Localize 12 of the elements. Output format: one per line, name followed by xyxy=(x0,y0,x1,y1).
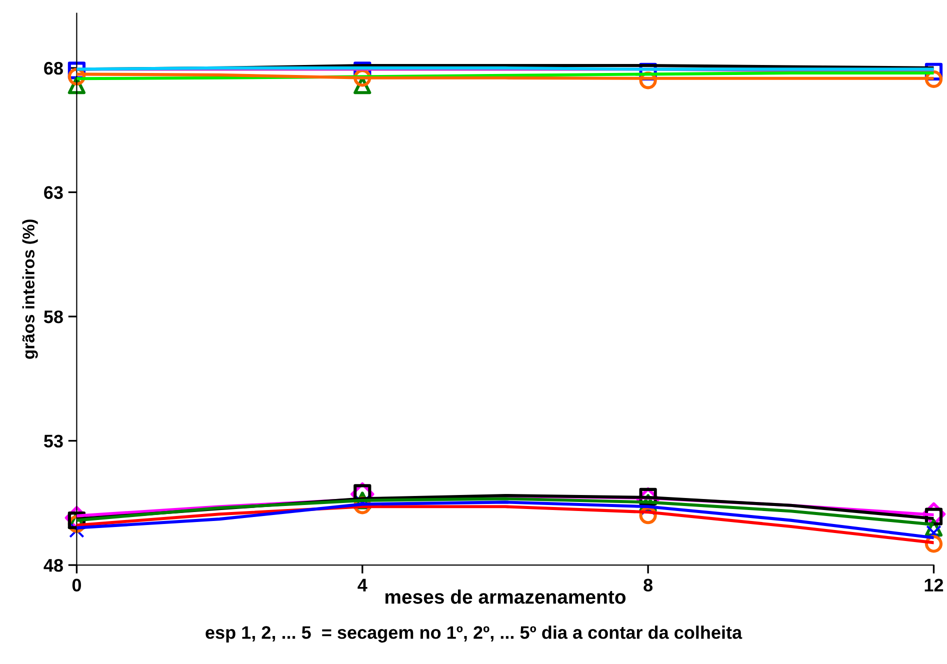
x-tick-label: 12 xyxy=(924,578,944,592)
y-tick-label: 63 xyxy=(44,186,63,199)
y-tick-label: 53 xyxy=(44,434,63,448)
x-tick-label: 8 xyxy=(644,578,653,592)
y-tick-label: 68 xyxy=(44,62,63,75)
x-tick-label: 0 xyxy=(72,578,81,592)
x-tick-label: 4 xyxy=(358,578,368,592)
x-axis-title: meses de armazenamento xyxy=(385,590,626,604)
y-tick-label: 48 xyxy=(44,559,63,572)
text: esp 1, 2, ... 5 = secagem no 1º, 2º, ... 5º dia a contar da colheita xyxy=(206,626,742,643)
y-tick-label: 58 xyxy=(44,310,63,324)
y-axis-title: grãos inteiros (%) xyxy=(22,220,38,359)
